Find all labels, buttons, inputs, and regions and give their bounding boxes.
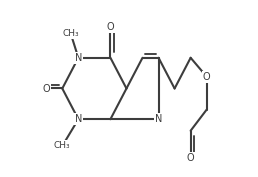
Text: CH₃: CH₃ — [62, 29, 79, 38]
Text: N: N — [155, 114, 162, 124]
Text: N: N — [75, 53, 82, 63]
Text: N: N — [75, 114, 82, 124]
Text: O: O — [203, 72, 211, 82]
Text: O: O — [43, 84, 50, 93]
Text: O: O — [187, 153, 195, 163]
Text: O: O — [107, 22, 114, 32]
Text: CH₃: CH₃ — [54, 141, 71, 150]
